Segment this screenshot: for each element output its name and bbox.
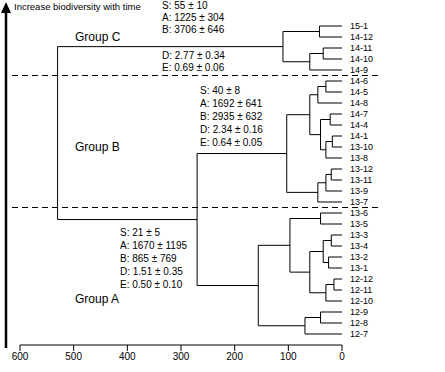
html-text:B: 3706 ± 646: B: 3706 ± 646	[162, 24, 225, 35]
svg-text:14-11: 14-11	[350, 43, 372, 53]
html-text:D: 2.34 ± 0.16: D: 2.34 ± 0.16	[200, 124, 263, 135]
svg-text:13-9: 13-9	[350, 186, 368, 196]
html-text:A: 1692 ± 641: A: 1692 ± 641	[200, 98, 263, 109]
svg-text:14-10: 14-10	[350, 54, 373, 64]
html-text:E: 0.50 ± 0.10: E: 0.50 ± 0.10	[120, 279, 183, 290]
svg-text:600: 600	[12, 351, 29, 362]
svg-text:14-7: 14-7	[350, 109, 368, 119]
svg-text:12-8: 12-8	[350, 318, 368, 328]
html-text:S: 55 ± 10: S: 55 ± 10	[162, 0, 208, 11]
svg-text:13-10: 13-10	[350, 142, 373, 152]
svg-text:12-10: 12-10	[350, 296, 373, 306]
svg-text:13-12: 13-12	[350, 164, 373, 174]
svg-text:200: 200	[226, 351, 243, 362]
html-text:E: 0.69 ± 0.06: E: 0.69 ± 0.06	[162, 62, 225, 73]
svg-text:13-1: 13-1	[350, 263, 368, 273]
svg-text:14-6: 14-6	[350, 76, 368, 86]
svg-text:14-8: 14-8	[350, 98, 368, 108]
svg-text:14-12: 14-12	[350, 32, 373, 42]
svg-text:0: 0	[339, 351, 345, 362]
svg-text:400: 400	[119, 351, 136, 362]
svg-text:13-4: 13-4	[350, 241, 368, 251]
html-text:B: 2935 ± 632: B: 2935 ± 632	[200, 111, 263, 122]
html-text:S: 40 ± 8: S: 40 ± 8	[200, 85, 240, 96]
svg-text:14-5: 14-5	[350, 87, 368, 97]
html-text:Group C: Group C	[75, 30, 121, 44]
svg-text:14-1: 14-1	[350, 131, 368, 141]
svg-text:15-1: 15-1	[350, 21, 368, 31]
html-text:D: 2.77 ± 0.34: D: 2.77 ± 0.34	[162, 50, 225, 61]
svg-text:13-7: 13-7	[350, 197, 368, 207]
svg-text:13-3: 13-3	[350, 230, 368, 240]
svg-text:13-5: 13-5	[350, 219, 368, 229]
html-text:Group B: Group B	[75, 140, 120, 154]
html-text:A: 1670 ± 1195: A: 1670 ± 1195	[120, 240, 187, 251]
html-text:B: 865 ± 769: B: 865 ± 769	[120, 253, 177, 264]
html-text:Group A: Group A	[75, 292, 119, 306]
svg-text:14-4: 14-4	[350, 120, 368, 130]
svg-text:13-8: 13-8	[350, 153, 368, 163]
svg-text:12-11: 12-11	[350, 285, 372, 295]
html-text:D: 1.51 ± 0.35: D: 1.51 ± 0.35	[120, 266, 183, 277]
html-text:S: 21 ± 5: S: 21 ± 5	[120, 227, 160, 238]
svg-text:14-9: 14-9	[350, 65, 368, 75]
svg-text:13-6: 13-6	[350, 208, 368, 218]
svg-text:100: 100	[280, 351, 297, 362]
svg-text:500: 500	[65, 351, 82, 362]
svg-text:12-12: 12-12	[350, 274, 373, 284]
svg-text:12-9: 12-9	[350, 307, 368, 317]
svg-text:12-7: 12-7	[350, 329, 368, 339]
html-text:Increase biodiversity with tim: Increase biodiversity with time	[14, 1, 141, 12]
svg-text:13-11: 13-11	[350, 175, 372, 185]
html-text:A: 1225 ± 304: A: 1225 ± 304	[162, 12, 225, 23]
svg-text:13-2: 13-2	[350, 252, 368, 262]
svg-text:300: 300	[173, 351, 190, 362]
html-text:E: 0.64 ± 0.05: E: 0.64 ± 0.05	[200, 137, 263, 148]
